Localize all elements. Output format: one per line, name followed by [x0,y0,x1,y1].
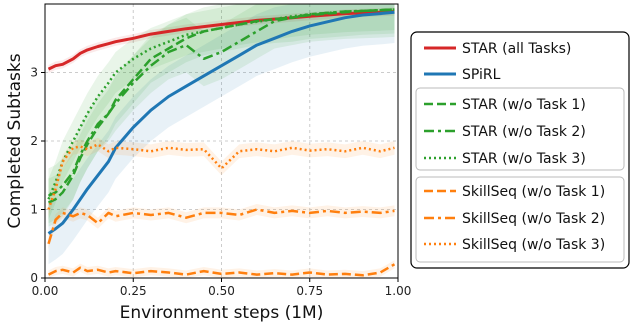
legend-label: SkillSeq (w/o Task 2) [462,211,605,227]
band-4 [48,4,395,220]
legend-label: STAR (w/o Task 2) [462,124,586,140]
y-tick-label: 1 [30,203,38,217]
legend-label: SkillSeq (w/o Task 1) [462,184,605,200]
series-line-5 [47,263,396,277]
legend-label: SPiRL [462,67,501,83]
legend-label: STAR (w/o Task 1) [462,97,586,113]
x-tick-label: 0.75 [296,284,323,298]
legend-label: STAR (all Tasks) [462,41,571,57]
x-tick-label: 0.50 [208,284,235,298]
tick-labels: 0.00 0.25 0.50 0.75 1.00 0 1 2 3 [30,66,411,299]
series-lines [47,8,396,277]
band-1 [48,4,395,265]
y-tick-label: 0 [30,271,38,285]
y-tick-label: 2 [30,134,38,148]
series-line-3 [47,8,395,197]
legend-frame [410,31,630,269]
x-tick-label: 0.25 [120,284,147,298]
y-axis-label: Completed Subtasks [5,53,25,228]
band-6 [48,204,395,250]
legend-label: STAR (w/o Task 3) [462,151,586,167]
x-tick-label: 1.00 [385,284,412,298]
series-line-1 [47,10,395,235]
x-tick-label: 0.00 [32,284,59,298]
series-line-2 [47,8,395,204]
x-axis-label: Environment steps (1M) [120,303,324,322]
series-line-7 [47,143,395,210]
band-2 [48,4,395,227]
legend-group-box [415,176,625,263]
band-7 [48,137,395,217]
legend: STAR (all Tasks) SPiRL STAR (w/o Task 1) ST… [410,31,630,269]
y-tick-label: 3 [30,66,38,80]
legend-group-box [415,87,625,171]
series-line-6 [47,208,395,245]
legend-label: SkillSeq (w/o Task 3) [462,237,605,253]
band-3 [48,4,395,224]
series-line-0 [47,10,395,71]
